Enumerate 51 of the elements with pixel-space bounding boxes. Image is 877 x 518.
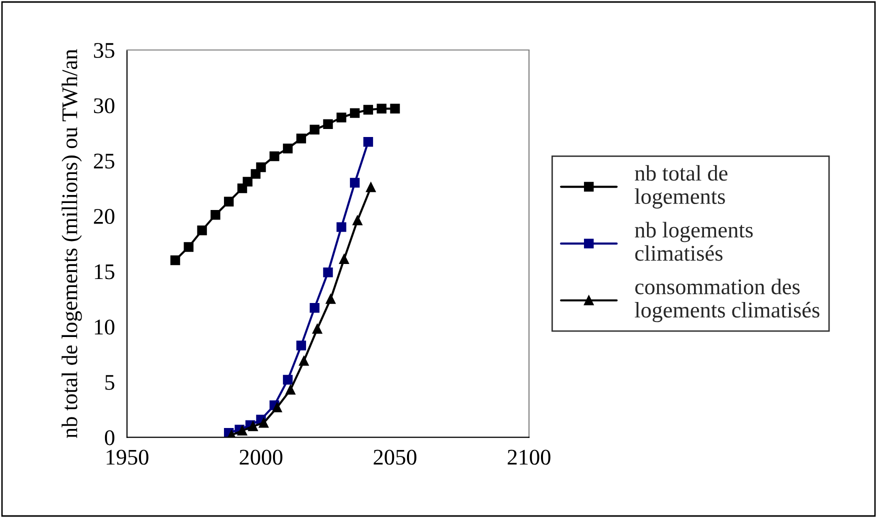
point	[256, 162, 266, 172]
point	[350, 108, 360, 118]
point	[282, 144, 293, 154]
y-tick-label: 20	[94, 208, 114, 224]
legend-label: nb total de logements	[634, 165, 728, 209]
legend-label: nb logements climatisés	[634, 222, 753, 261]
point	[210, 210, 220, 220]
point	[286, 384, 296, 395]
point	[310, 302, 320, 313]
point	[376, 104, 386, 114]
point	[197, 226, 207, 236]
y-tick-label: 15	[94, 264, 114, 280]
point	[323, 268, 333, 278]
point	[258, 418, 269, 428]
point	[366, 182, 376, 192]
y-tick-label: 10	[94, 320, 114, 335]
point	[363, 136, 374, 147]
y-tick-label: 25	[94, 154, 114, 169]
point	[299, 356, 309, 366]
point	[248, 421, 258, 432]
x-tick-label: 1950	[106, 450, 148, 465]
x-tick-label: 2050	[374, 450, 416, 465]
point	[296, 134, 306, 144]
point	[237, 426, 248, 436]
point	[339, 254, 349, 264]
y-axis-title: nb total de logements (millions) ou TWh/an	[62, 49, 82, 438]
point	[336, 222, 346, 232]
point	[224, 196, 234, 206]
legend-label: consommation des logements climatisés	[634, 278, 820, 322]
point	[350, 178, 360, 188]
y-tick-label: 30	[94, 98, 114, 114]
point	[323, 119, 333, 129]
y-tick-label: 35	[94, 42, 114, 58]
x-tick-label: 2100	[508, 450, 550, 465]
point	[296, 340, 306, 350]
point	[352, 216, 362, 226]
point	[270, 151, 280, 162]
point	[310, 124, 320, 135]
point	[390, 104, 400, 114]
point	[184, 242, 194, 252]
point	[272, 402, 282, 412]
point	[242, 176, 252, 187]
point	[312, 324, 322, 334]
y-tick-label: 5	[105, 375, 114, 390]
x-tick-label: 2000	[240, 450, 282, 465]
point	[363, 104, 374, 115]
y-tick-label: 0	[104, 430, 114, 446]
point	[170, 255, 180, 266]
point	[336, 112, 346, 122]
point	[282, 374, 293, 385]
point	[326, 294, 336, 304]
